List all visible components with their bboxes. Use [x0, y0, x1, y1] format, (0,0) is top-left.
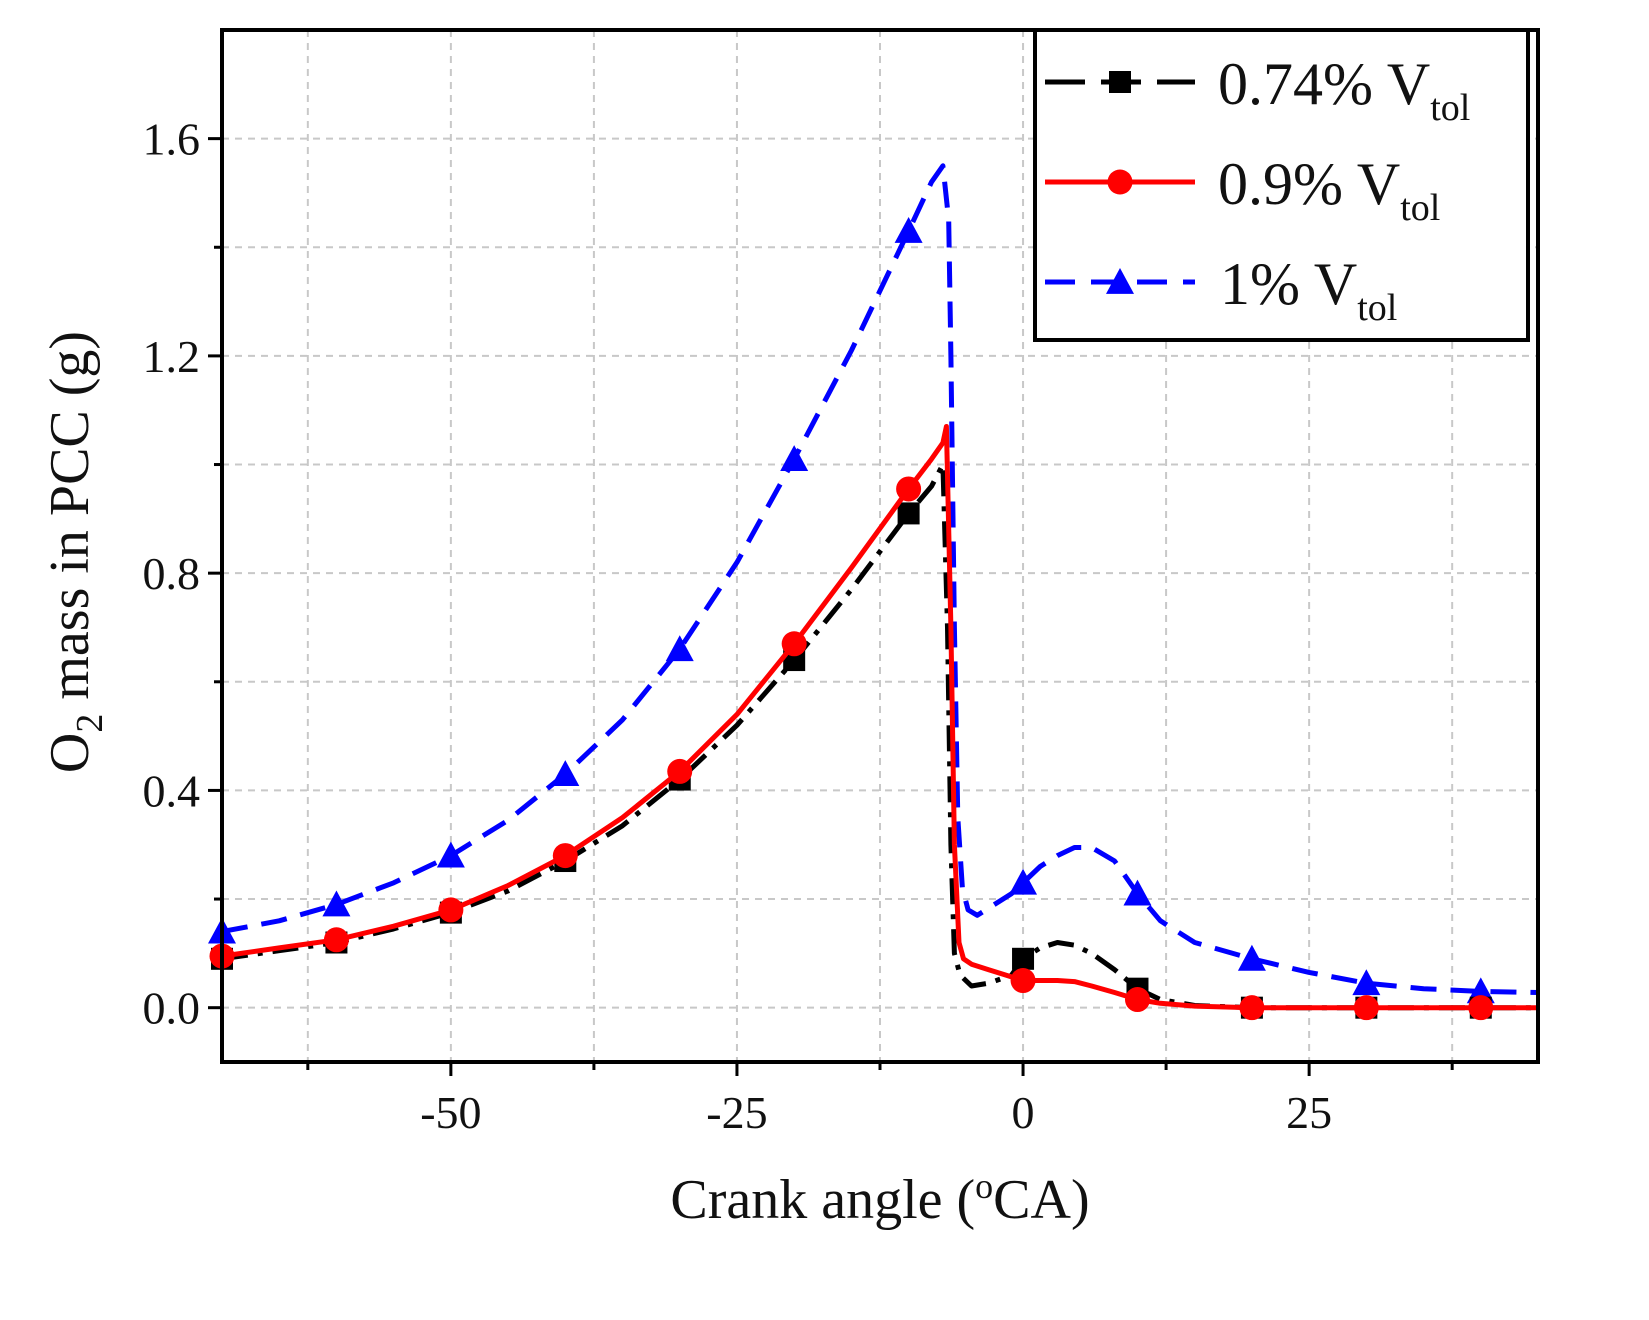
- triangle-marker: [551, 760, 580, 787]
- triangle-marker: [322, 890, 351, 917]
- triangle-marker: [1352, 969, 1381, 996]
- y-tick-label: 1.2: [143, 331, 201, 382]
- legend-square-marker: [1109, 71, 1131, 93]
- series-0.9: [209, 424, 1538, 1021]
- legend-label-0.9: 0.9% Vtol: [1218, 151, 1440, 229]
- circle-marker: [667, 758, 693, 784]
- legend-entry-0.74: 0.74% Vtol: [1045, 51, 1470, 129]
- x-tick-label: -25: [706, 1087, 767, 1138]
- y-tick-label: 0.0: [143, 983, 201, 1034]
- y-axis-title: O2 mass in PCC (g): [39, 331, 111, 773]
- circle-marker: [1468, 995, 1494, 1021]
- triangle-marker: [436, 841, 465, 868]
- triangle-marker: [1123, 879, 1152, 906]
- x-tick-label: 0: [1012, 1087, 1035, 1138]
- tick-labels: -50 -25 0 25 0.0 0.4 0.8 1.2 1.6: [143, 114, 1333, 1138]
- y-tick-label: 1.6: [143, 114, 201, 165]
- triangle-marker: [894, 216, 923, 243]
- legend-circle-marker: [1107, 169, 1133, 195]
- circle-marker: [1124, 987, 1150, 1013]
- circle-marker: [1010, 968, 1036, 994]
- circle-marker: [781, 631, 807, 657]
- triangle-marker: [1009, 868, 1038, 895]
- circle-marker: [552, 843, 578, 869]
- triangle-marker: [780, 445, 809, 471]
- triangle-marker: [665, 635, 694, 662]
- circle-marker: [438, 897, 464, 923]
- legend-entry-0.9: 0.9% Vtol: [1045, 151, 1440, 229]
- legend: 0.74% Vtol 0.9% Vtol 1% Vtol: [1033, 28, 1530, 342]
- legend-label-1: 1% Vtol: [1220, 251, 1397, 329]
- legend-triangle-marker: [1106, 268, 1134, 294]
- square-marker: [1012, 947, 1035, 970]
- x-axis-title: Crank angle (oCA): [670, 1166, 1089, 1231]
- triangle-marker: [1237, 944, 1266, 971]
- circle-marker: [896, 476, 922, 502]
- square-marker: [897, 502, 920, 525]
- y-tick-label: 0.8: [143, 548, 201, 599]
- x-tick-label: 25: [1286, 1087, 1332, 1138]
- legend-entry-1: 1% Vtol: [1045, 251, 1397, 329]
- circle-marker: [1353, 995, 1379, 1021]
- circle-marker: [1239, 995, 1265, 1021]
- series-line: [221, 163, 1539, 995]
- y-tick-label: 0.4: [143, 765, 201, 816]
- legend-label-0.74: 0.74% Vtol: [1218, 51, 1470, 129]
- circle-marker: [323, 927, 349, 953]
- x-tick-label: -50: [420, 1087, 481, 1138]
- axis-ticks: [208, 137, 1454, 1076]
- series-layer: [208, 163, 1539, 1021]
